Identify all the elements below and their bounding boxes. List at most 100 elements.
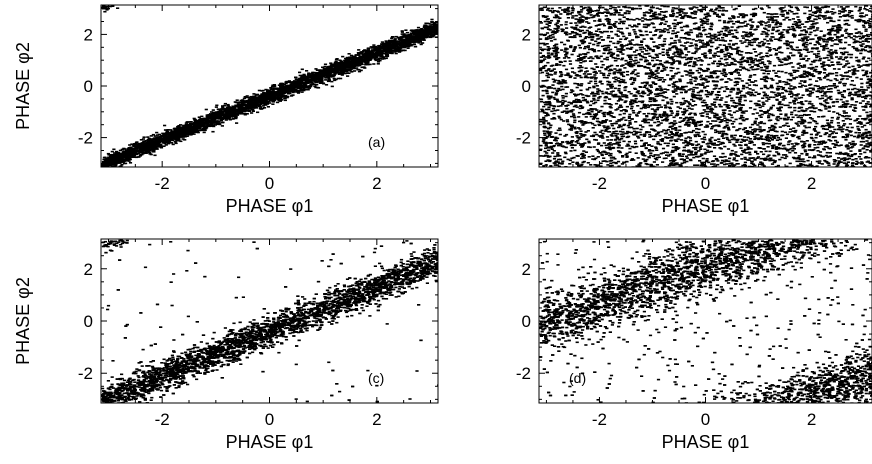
data-point — [697, 143, 701, 146]
data-point — [692, 100, 696, 102]
data-point — [544, 37, 549, 39]
data-point — [243, 109, 247, 112]
data-point — [294, 84, 298, 86]
data-point — [213, 124, 218, 126]
data-point — [337, 69, 341, 71]
data-point — [380, 58, 385, 60]
data-point — [826, 78, 830, 81]
data-point — [847, 35, 851, 38]
data-point — [323, 65, 327, 68]
data-point — [357, 49, 361, 51]
data-point — [771, 28, 775, 30]
data-point — [306, 73, 311, 76]
data-point — [129, 151, 133, 154]
data-point — [339, 68, 343, 70]
data-point — [384, 46, 388, 48]
data-point — [210, 111, 214, 113]
data-point — [260, 100, 265, 103]
data-point — [661, 45, 665, 47]
data-point — [254, 106, 258, 109]
data-point — [742, 84, 746, 87]
data-point — [730, 138, 734, 141]
data-point — [130, 155, 134, 158]
data-point — [344, 68, 348, 71]
data-point — [416, 29, 420, 31]
data-point — [177, 139, 181, 142]
data-point — [165, 134, 169, 136]
data-point — [578, 33, 582, 36]
data-point — [171, 143, 175, 146]
data-point — [404, 29, 408, 31]
data-point — [251, 110, 255, 112]
data-point — [694, 83, 699, 86]
data-point — [559, 118, 563, 121]
data-point — [138, 155, 142, 157]
data-point — [245, 109, 250, 112]
data-point — [341, 68, 345, 70]
data-point — [181, 134, 186, 137]
data-point — [436, 22, 438, 24]
data-point — [799, 102, 803, 104]
data-point — [394, 52, 398, 55]
data-point — [622, 45, 626, 47]
data-point — [365, 53, 369, 56]
data-point — [730, 134, 734, 137]
data-point — [242, 104, 246, 107]
data-point — [847, 66, 851, 69]
data-point — [118, 160, 122, 162]
data-point — [290, 88, 294, 90]
data-point — [376, 61, 381, 63]
data-point — [183, 139, 187, 141]
data-point — [307, 87, 311, 89]
data-point — [266, 89, 270, 91]
data-point — [679, 164, 683, 166]
data-point — [272, 101, 276, 103]
data-point — [685, 109, 689, 112]
data-point — [156, 143, 160, 146]
data-point — [147, 151, 152, 154]
data-point — [316, 86, 320, 89]
data-point — [855, 160, 859, 163]
data-point — [304, 78, 308, 81]
data-point — [649, 152, 653, 154]
data-point — [123, 160, 127, 162]
data-point — [147, 142, 151, 144]
data-point — [608, 98, 612, 100]
data-point — [758, 62, 762, 65]
data-point — [405, 34, 409, 36]
data-point — [548, 96, 552, 99]
data-point — [298, 78, 302, 80]
data-point — [176, 130, 180, 133]
data-point — [335, 63, 339, 65]
data-point — [392, 51, 396, 53]
data-point — [298, 74, 302, 77]
data-point — [792, 134, 796, 137]
data-point — [698, 146, 702, 149]
data-point — [335, 65, 339, 68]
data-point — [184, 122, 188, 124]
data-point — [231, 113, 235, 116]
panel-label: (a) — [368, 134, 385, 150]
data-point — [175, 138, 180, 141]
data-point — [866, 41, 870, 43]
data-point — [402, 40, 406, 42]
data-point — [283, 88, 287, 90]
data-point — [291, 91, 295, 94]
data-point — [701, 42, 705, 44]
data-point — [770, 126, 774, 128]
data-point — [317, 78, 322, 81]
data-point — [266, 91, 270, 93]
data-point — [153, 137, 157, 139]
data-point — [593, 74, 597, 76]
data-point — [764, 142, 768, 145]
data-point — [713, 139, 717, 141]
data-point — [618, 151, 622, 154]
data-point — [597, 142, 601, 144]
data-point — [330, 85, 334, 88]
data-point — [386, 47, 390, 49]
data-point — [348, 65, 352, 67]
data-point — [312, 74, 316, 77]
data-point — [153, 154, 157, 157]
data-point — [293, 82, 297, 85]
data-point — [408, 44, 412, 47]
